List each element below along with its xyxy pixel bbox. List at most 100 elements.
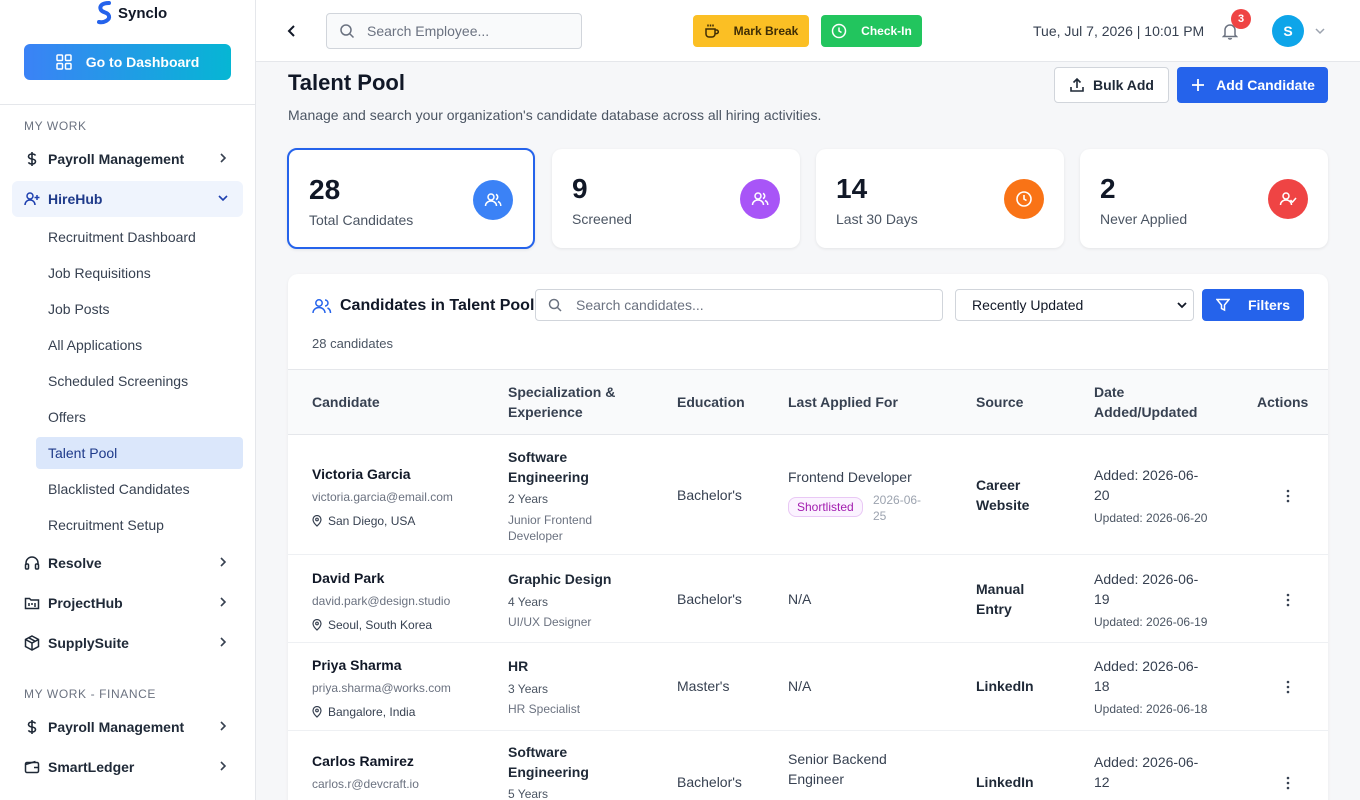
sidebar: Synclo Go to Dashboard MY WORK Payroll M… <box>0 0 256 800</box>
map-pin-icon <box>312 619 322 631</box>
status-badge: Shortlisted <box>788 497 863 517</box>
bulk-add-button[interactable]: Bulk Add <box>1054 67 1169 103</box>
stat-card-total-candidates[interactable]: 28 Total Candidates <box>287 148 535 249</box>
chevron-left-icon[interactable] <box>286 24 298 38</box>
applied-date: 2026-06- 25 <box>873 492 921 524</box>
education: Bachelor's <box>677 774 742 790</box>
stat-label: Last 30 Days <box>836 211 918 227</box>
sidebar-item-payroll-management[interactable]: Payroll Management <box>12 141 243 177</box>
sidebar-item-label: SupplySuite <box>48 635 129 651</box>
sidebar-divider <box>0 104 255 105</box>
candidate-search[interactable] <box>535 289 943 321</box>
sidebar-sub-blacklisted-candidates[interactable]: Blacklisted Candidates <box>48 481 190 497</box>
application-status-badge: Shortlisted <box>788 496 863 517</box>
sidebar-item-smartledger[interactable]: SmartLedger <box>12 749 243 785</box>
employee-search[interactable] <box>326 13 582 49</box>
sidebar-item-label: ProjectHub <box>48 595 123 611</box>
last-applied-position: N/A <box>788 591 812 607</box>
sidebar-item-label: Resolve <box>48 555 102 571</box>
candidate-count: 28 candidates <box>312 336 393 351</box>
sidebar-sub-job-requisitions[interactable]: Job Requisitions <box>48 265 151 281</box>
header-specialization[interactable]: Specialization & Experience <box>508 382 615 422</box>
candidate-name[interactable]: Priya Sharma <box>312 657 402 673</box>
header-last-applied[interactable]: Last Applied For <box>788 394 898 410</box>
sidebar-item-supplysuite[interactable]: SupplySuite <box>12 625 243 661</box>
header-date[interactable]: Date Added/Updated <box>1094 382 1197 422</box>
sidebar-sub-all-applications[interactable]: All Applications <box>48 337 143 353</box>
check-in-label: Check-In <box>861 24 912 38</box>
stat-card-never-applied[interactable]: 2 Never Applied <box>1080 149 1328 248</box>
candidates-table-card: Candidates in Talent Pool 28 candidates … <box>288 274 1328 800</box>
sidebar-item-hirehub[interactable]: HireHub <box>12 181 243 217</box>
sidebar-item-resolve[interactable]: Resolve <box>12 545 243 581</box>
grid-icon <box>55 54 72 70</box>
stat-card-screened[interactable]: 9 Screened <box>552 149 800 248</box>
table-row[interactable]: Carlos Ramirez carlos.r@devcraft.io Soft… <box>288 731 1328 800</box>
section-label-my-work-finance: MY WORK - FINANCE <box>24 687 156 701</box>
date-added: Added: 2026-06- 19 <box>1094 569 1198 609</box>
mark-break-button[interactable]: Mark Break <box>693 15 809 47</box>
bell-icon[interactable] <box>1222 22 1238 40</box>
candidate-search-input[interactable] <box>576 297 916 313</box>
education: Master's <box>677 678 730 694</box>
date-added-line1: Added: 2026-06- <box>1094 658 1199 674</box>
candidate-email: david.park@design.studio <box>312 594 451 608</box>
employee-search-input[interactable] <box>367 23 567 39</box>
date-updated: Updated: 2026-06-18 <box>1094 702 1208 716</box>
bulk-add-label: Bulk Add <box>1093 77 1154 93</box>
experience-years: 3 Years <box>508 682 549 696</box>
date-added-line1: Added: 2026-06- <box>1094 571 1199 587</box>
header-education[interactable]: Education <box>677 394 745 410</box>
header-spec-line1: Specialization & <box>508 384 616 400</box>
last-applied-line2: Engineer <box>788 771 845 787</box>
stat-value: 14 <box>836 173 868 204</box>
candidate-name[interactable]: Victoria Garcia <box>312 466 411 482</box>
app-logo[interactable]: Synclo <box>96 0 167 26</box>
more-actions-icon[interactable] <box>1286 680 1290 694</box>
header-source[interactable]: Source <box>976 394 1024 410</box>
user-avatar[interactable]: S <box>1272 15 1304 47</box>
sidebar-sub-scheduled-screenings[interactable]: Scheduled Screenings <box>48 373 189 389</box>
candidate-location-text: Bangalore, India <box>328 705 416 719</box>
education: Bachelor's <box>677 487 742 503</box>
sidebar-item-finance-payroll-management[interactable]: Payroll Management <box>12 709 243 745</box>
table-row[interactable]: Priya Sharma priya.sharma@works.com Bang… <box>288 643 1328 731</box>
experience-years: 4 Years <box>508 595 549 609</box>
more-actions-icon[interactable] <box>1286 593 1290 607</box>
sidebar-sub-offers[interactable]: Offers <box>48 409 86 425</box>
go-to-dashboard-button[interactable]: Go to Dashboard <box>24 44 231 80</box>
header-candidate[interactable]: Candidate <box>312 394 380 410</box>
last-applied-position: Senior Backend Engineer <box>788 749 887 789</box>
table-header: Candidate Specialization & Experience Ed… <box>288 369 1328 435</box>
source: Manual Entry <box>976 579 1024 619</box>
table-row[interactable]: Victoria Garcia victoria.garcia@email.co… <box>288 435 1328 555</box>
page-title: Talent Pool <box>288 70 405 95</box>
more-actions-icon[interactable] <box>1286 776 1290 790</box>
sidebar-item-projecthub[interactable]: ProjectHub <box>12 585 243 621</box>
source: LinkedIn <box>976 678 1034 694</box>
notification-count-badge: 3 <box>1231 9 1251 29</box>
add-candidate-label: Add Candidate <box>1216 77 1315 93</box>
filters-button[interactable]: Filters <box>1202 289 1304 321</box>
candidate-name[interactable]: David Park <box>312 570 385 586</box>
date-added-line2: 12 <box>1094 774 1110 790</box>
candidate-name[interactable]: Carlos Ramirez <box>312 753 414 769</box>
current-role-line2: Developer <box>508 529 563 543</box>
sort-select[interactable]: Recently Updated <box>955 289 1194 321</box>
check-in-button[interactable]: Check-In <box>821 15 922 47</box>
date-added-line2: 19 <box>1094 591 1110 607</box>
sidebar-sub-recruitment-setup[interactable]: Recruitment Setup <box>48 517 164 533</box>
table-row[interactable]: David Park david.park@design.studio Seou… <box>288 555 1328 643</box>
stat-card-last-30-days[interactable]: 14 Last 30 Days <box>816 149 1064 248</box>
sidebar-sub-job-posts[interactable]: Job Posts <box>48 301 110 317</box>
more-actions-icon[interactable] <box>1286 489 1290 503</box>
add-candidate-button[interactable]: Add Candidate <box>1177 67 1328 103</box>
sidebar-sub-recruitment-dashboard[interactable]: Recruitment Dashboard <box>48 229 196 245</box>
dollar-icon <box>24 151 40 167</box>
candidate-email: carlos.r@devcraft.io <box>312 777 419 791</box>
stat-label: Never Applied <box>1100 211 1188 227</box>
sidebar-sub-talent-pool[interactable]: Talent Pool <box>36 437 243 469</box>
upload-icon <box>1070 77 1084 92</box>
table-title: Candidates in Talent Pool <box>312 297 534 315</box>
chevron-down-icon[interactable] <box>1314 26 1326 36</box>
